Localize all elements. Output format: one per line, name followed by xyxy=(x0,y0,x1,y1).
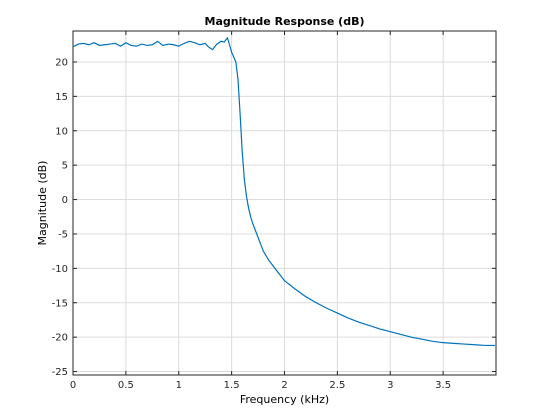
y-tick-label: -15 xyxy=(52,298,68,309)
x-axis-label: Frequency (kHz) xyxy=(240,393,329,406)
x-tick-label: 2 xyxy=(281,380,287,391)
y-tick-label: -10 xyxy=(52,264,68,275)
y-tick-label: 0 xyxy=(62,195,68,206)
y-tick-label: -20 xyxy=(52,333,68,344)
y-tick-label: -5 xyxy=(58,229,68,240)
x-tick-label: 3 xyxy=(387,380,393,391)
y-tick-label: 15 xyxy=(55,92,68,103)
y-axis-label: Magnitude (dB) xyxy=(36,161,49,246)
x-tick-label: 1.5 xyxy=(224,380,240,391)
y-tick-label: 5 xyxy=(62,161,68,172)
x-tick-label: 1 xyxy=(176,380,182,391)
y-tick-label: 10 xyxy=(55,126,68,137)
x-tick-label: 3.5 xyxy=(435,380,451,391)
series-line xyxy=(72,36,495,347)
x-tick-label: 0.5 xyxy=(118,380,134,391)
y-tick-label: -25 xyxy=(52,367,68,378)
x-tick-label: 2.5 xyxy=(329,380,345,391)
axis-ticks: 0 0.5 1 1.5 2 2.5 3 3.5 -25 -20 -15 -10 -5 0 5 10 15 20 xyxy=(52,31,496,391)
x-tick-label: 0 xyxy=(70,380,76,391)
grid xyxy=(72,31,496,375)
chart-title: Magnitude Response (dB) xyxy=(205,15,365,28)
y-tick-label: 20 xyxy=(55,57,68,68)
